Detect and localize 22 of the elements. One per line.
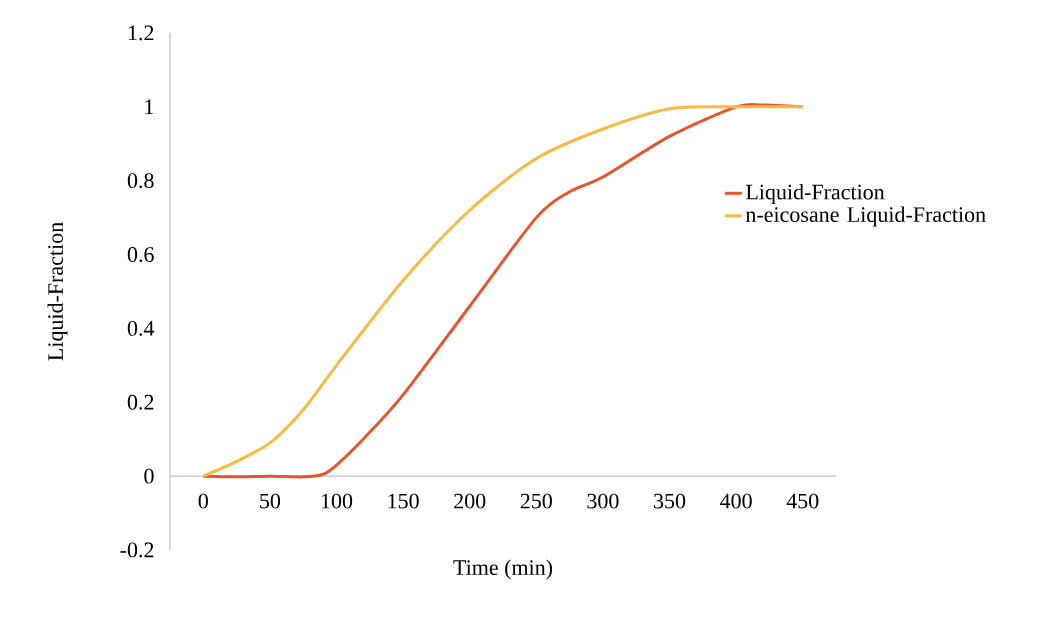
y-tick-label: 0.8 (127, 173, 154, 189)
y-tick-label: 0.2 (127, 394, 154, 410)
x-tick-label: 0 (198, 493, 208, 509)
legend-label: n-eicosane Liquid-Fraction (745, 206, 986, 227)
x-axis-title: Time (min) (453, 559, 553, 580)
y-tick-label: 0 (144, 468, 154, 484)
y-tick-label: 1 (145, 99, 154, 115)
x-tick-label: 50 (260, 493, 281, 509)
x-tick-label: 100 (321, 493, 353, 509)
y-tick-label: 1.2 (128, 25, 154, 41)
y-axis-title: Liquid-Fraction (47, 222, 68, 361)
x-tick-label: 450 (786, 493, 819, 509)
x-tick-label: 400 (720, 493, 752, 509)
x-tick-label: 350 (654, 493, 686, 509)
y-tick-label: -0.2 (120, 542, 154, 558)
y-tick-label: 0.4 (127, 320, 155, 336)
x-tick-label: 150 (388, 493, 419, 509)
x-tick-label: 300 (587, 493, 619, 509)
x-tick-label: 200 (454, 493, 486, 509)
y-tick-label: 0.6 (127, 247, 154, 263)
legend-label: Liquid-Fraction (746, 184, 885, 204)
x-tick-label: 250 (520, 493, 552, 509)
